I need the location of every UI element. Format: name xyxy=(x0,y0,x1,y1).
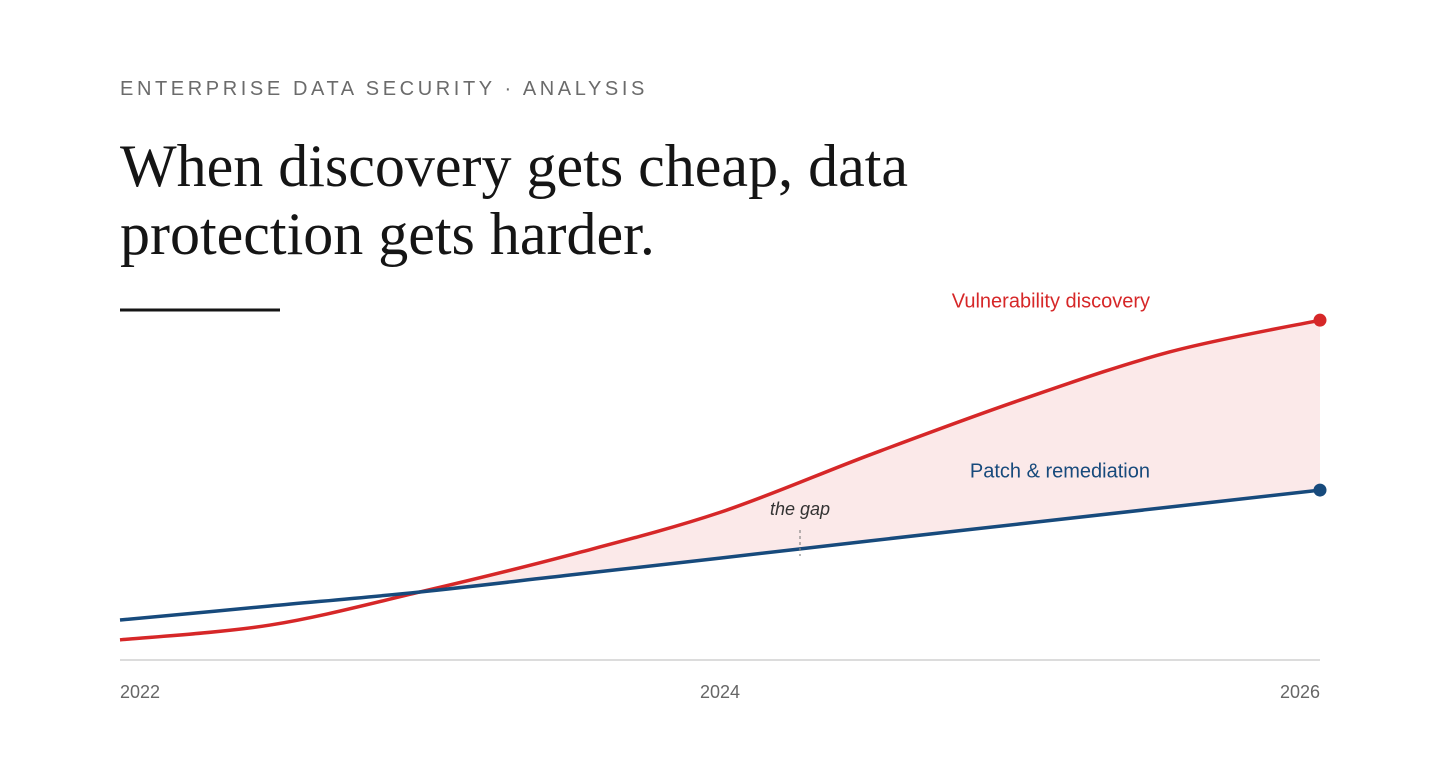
x-tick-label: 2022 xyxy=(120,682,160,702)
series-line xyxy=(119,318,1321,642)
chart-title: When discovery gets cheap, data protecti… xyxy=(120,133,908,267)
kicker: ENTERPRISE DATA SECURITY · ANALYSIS xyxy=(120,78,648,100)
end-dot xyxy=(1313,483,1327,497)
series-label: Vulnerability discovery xyxy=(952,290,1150,312)
x-tick-label: 2024 xyxy=(700,682,740,702)
x-tick-label: 2026 xyxy=(1280,682,1320,702)
series-label: Patch & remediation xyxy=(970,460,1150,482)
end-dot xyxy=(1313,313,1327,327)
annotation: the gap xyxy=(770,499,830,519)
series-line xyxy=(119,488,1321,622)
gap-area xyxy=(120,320,1320,621)
